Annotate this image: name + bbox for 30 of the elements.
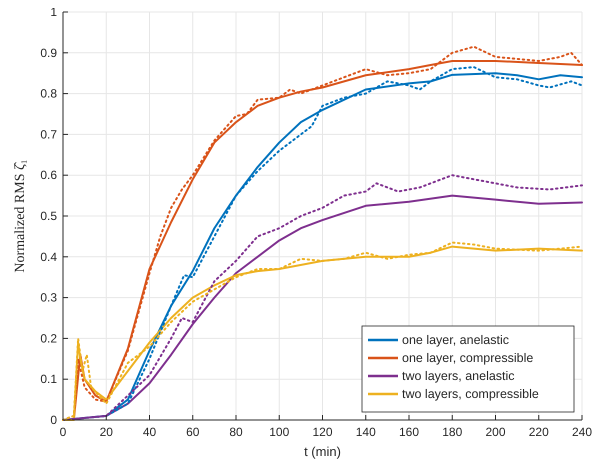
x-tick-label: 140 (356, 425, 376, 439)
x-tick-label: 160 (398, 425, 420, 439)
x-tick-label: 0 (60, 425, 67, 439)
y-axis-title: Normalized RMS ζ̂₁ (13, 159, 28, 273)
legend-label: two layers, compressible (402, 387, 539, 401)
x-tick-label: 120 (312, 425, 333, 439)
legend-label: two layers, anelastic (402, 369, 515, 383)
x-tick-label: 220 (528, 425, 550, 439)
y-tick-label: 0.3 (40, 290, 58, 305)
y-tick-label: 0.9 (40, 46, 58, 60)
x-tick-label: 20 (100, 425, 114, 439)
y-tick-label: 0.4 (40, 250, 58, 264)
y-tick-label: 0.2 (40, 331, 58, 346)
y-tick-label: 0.5 (40, 209, 58, 223)
x-tick-label: 40 (142, 425, 156, 439)
y-tick-label: 0.8 (40, 86, 58, 101)
legend-label: one layer, compressible (402, 351, 534, 365)
x-tick-label: 180 (442, 425, 463, 439)
x-tick-label: 80 (229, 425, 243, 439)
y-tick-label: 1 (50, 5, 58, 19)
y-tick-label: 0.7 (40, 127, 58, 142)
x-tick-label: 60 (186, 425, 200, 439)
x-axis-title: t (min) (304, 444, 341, 459)
y-tick-label: 0 (50, 413, 58, 427)
x-tick-label: 200 (485, 425, 506, 439)
y-tick-label: 0.6 (40, 168, 58, 182)
legend-label: one layer, anelastic (402, 333, 510, 347)
y-tick-label: 0.1 (40, 372, 58, 386)
x-tick-label: 240 (572, 425, 592, 439)
x-tick-label: 100 (269, 425, 290, 439)
